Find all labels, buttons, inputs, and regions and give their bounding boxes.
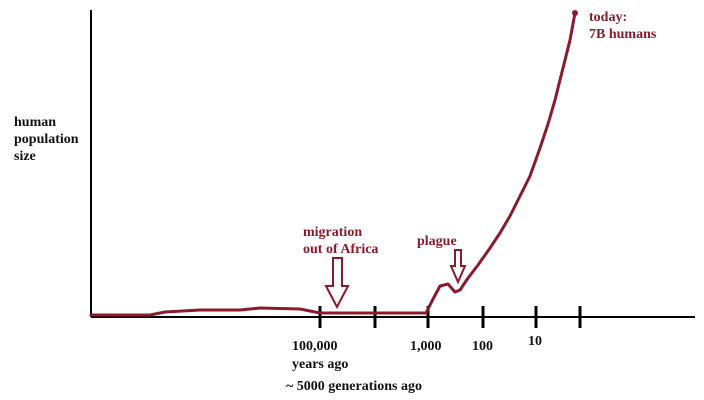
migration-arrow: [324, 257, 350, 310]
migration-annotation-line-2: out of Africa: [303, 242, 379, 257]
y-axis-label: human population size: [14, 114, 79, 165]
migration-annotation: migration out of Africa: [303, 224, 378, 258]
x-unit-label: years ago: [292, 357, 349, 372]
today-annotation-line-2: 7B humans: [589, 27, 657, 42]
x-tick-label-10: 10: [528, 334, 542, 349]
plague-arrow: [449, 249, 467, 285]
x-note-label: ~ 5000 generations ago: [286, 379, 422, 394]
migration-annotation-line-1: migration: [303, 225, 363, 240]
population-curve: [89, 11, 577, 317]
y-axis-label-line-3: size: [14, 149, 36, 164]
x-tick-label-100: 100: [472, 339, 493, 354]
y-axis-label-line-2: population: [14, 132, 79, 147]
today-annotation-line-1: today:: [589, 10, 628, 25]
x-tick-label-100000: 100,000: [292, 339, 338, 354]
axes: [90, 10, 695, 318]
x-tick-label-1000: 1,000: [410, 339, 442, 354]
today-annotation: today: 7B humans: [589, 9, 656, 43]
plague-annotation: plague: [417, 234, 457, 249]
today-point: [572, 10, 578, 16]
y-axis-label-line-1: human: [14, 115, 57, 130]
